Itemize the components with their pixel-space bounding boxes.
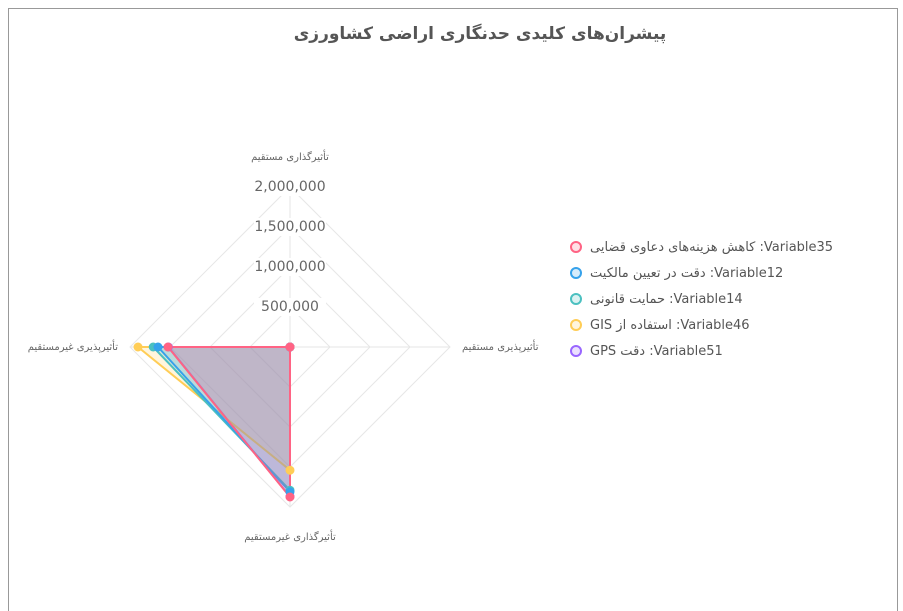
plot (133, 342, 295, 502)
legend-swatch (570, 319, 582, 331)
axis-label: تأثیرگذاری مستقیم (251, 149, 329, 163)
data-point (153, 342, 163, 352)
axis-label: تأثیرپذیری غیرمستقیم (28, 339, 118, 353)
tick-label: 1,500,000 (254, 219, 325, 235)
frame (8, 8, 898, 611)
legend-item[interactable]: Variable12: دقت در تعیین مالکیت (570, 260, 833, 286)
legend-label: Variable14: حمایت قانونی (590, 291, 743, 307)
legend-item[interactable]: Variable46: استفاده از GIS (570, 312, 833, 338)
legend-label: Variable12: دقت در تعیین مالکیت (590, 265, 784, 281)
tick-label: 500,000 (261, 299, 319, 315)
legend-swatch (570, 241, 582, 253)
data-point (163, 342, 173, 352)
tick-label: 2,000,000 (254, 179, 325, 195)
data-point (285, 465, 295, 475)
data-point (285, 342, 295, 352)
tick-backdrop (254, 298, 326, 316)
chart-title: پیشران‌های کلیدی حدنگاری اراضی کشاورزی (294, 23, 667, 44)
data-point (133, 342, 143, 352)
legend-item[interactable]: Variable35: کاهش هزینه‌های دعاوی قضایی (570, 234, 833, 260)
legend-swatch (570, 267, 582, 279)
tick-backdrop (254, 258, 326, 276)
axis-label: تأثیرپذیری مستقیم (462, 339, 539, 353)
data-point (285, 492, 295, 502)
legend-item[interactable]: Variable51: دقت GPS (570, 338, 833, 364)
tick-label: 1,000,000 (254, 259, 325, 275)
legend-label: Variable35: کاهش هزینه‌های دعاوی قضایی (590, 239, 834, 255)
tick-backdrop (254, 218, 326, 236)
legend-swatch (570, 345, 582, 357)
legend: Variable35: کاهش هزینه‌های دعاوی قضایی Va… (570, 234, 833, 364)
legend-item[interactable]: Variable14: حمایت قانونی (570, 286, 833, 312)
axis-label: تأثیرگذاری غیرمستقیم (244, 529, 336, 543)
series-area (167, 346, 291, 498)
legend-swatch (570, 293, 582, 305)
legend-label: Variable51: دقت GPS (590, 343, 723, 359)
legend-label: Variable46: استفاده از GIS (590, 317, 750, 333)
tick-backdrop (254, 178, 326, 196)
